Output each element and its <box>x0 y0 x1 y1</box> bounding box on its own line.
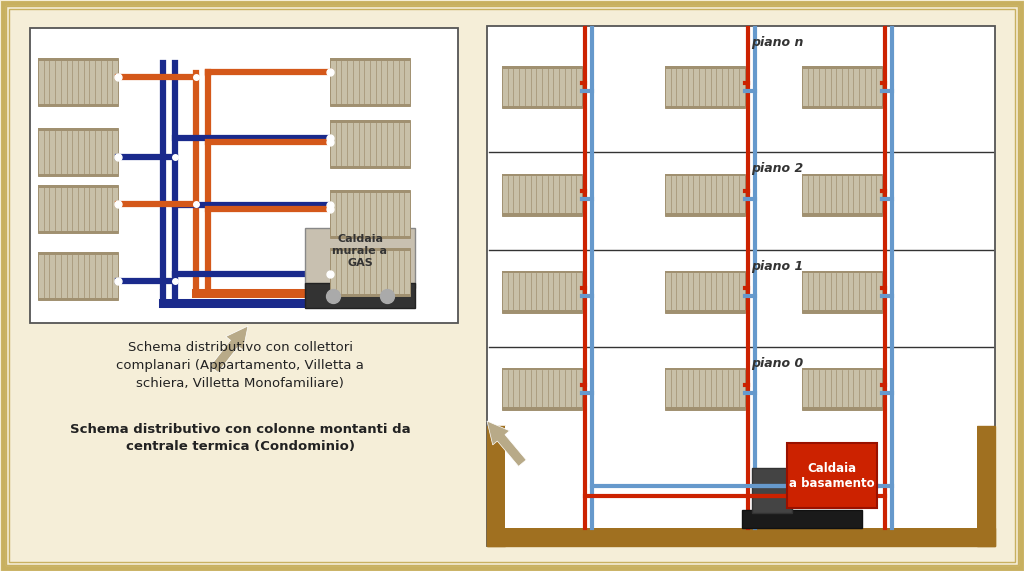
Bar <box>330 190 410 192</box>
Bar <box>802 271 882 313</box>
Bar <box>502 310 582 313</box>
Bar <box>665 271 744 274</box>
Bar <box>977 426 995 546</box>
Bar <box>330 103 410 106</box>
Bar <box>502 408 582 410</box>
Bar <box>38 185 118 233</box>
Bar <box>502 174 582 176</box>
Bar <box>305 228 415 288</box>
Bar <box>665 174 744 216</box>
Bar <box>330 293 410 296</box>
Bar <box>665 408 744 410</box>
Bar <box>330 120 410 123</box>
Bar <box>502 271 582 313</box>
Bar <box>742 510 862 528</box>
Text: piano 2: piano 2 <box>752 162 804 175</box>
Bar <box>802 66 882 69</box>
Bar <box>38 128 118 176</box>
Bar <box>38 58 118 106</box>
Bar <box>665 213 744 216</box>
Bar <box>802 213 882 216</box>
Bar <box>38 185 118 187</box>
Text: Caldaia
a basamento: Caldaia a basamento <box>790 462 874 490</box>
Bar <box>330 120 410 168</box>
Polygon shape <box>487 421 526 467</box>
Text: Schema distributivo con colonne montanti da
centrale termica (Condominio): Schema distributivo con colonne montanti… <box>70 423 411 453</box>
Bar <box>802 310 882 313</box>
Bar <box>502 106 582 108</box>
Bar <box>802 368 882 410</box>
Bar <box>30 28 458 323</box>
Bar <box>665 174 744 176</box>
Bar <box>502 368 582 410</box>
Bar <box>487 446 995 546</box>
Bar <box>502 66 582 108</box>
Bar <box>502 66 582 69</box>
Bar <box>665 368 744 371</box>
Bar <box>38 174 118 176</box>
Text: piano 1: piano 1 <box>752 260 804 272</box>
Text: Schema distributivo con collettori
complanari (Appartamento, Villetta a
schiera,: Schema distributivo con collettori compl… <box>116 341 364 390</box>
Text: piano n: piano n <box>752 36 804 49</box>
Bar <box>502 213 582 216</box>
Bar <box>330 58 410 106</box>
Bar <box>802 106 882 108</box>
Bar <box>38 128 118 131</box>
Bar <box>802 174 882 216</box>
Bar <box>802 271 882 274</box>
Bar <box>38 297 118 300</box>
Bar <box>665 310 744 313</box>
Text: Caldaia
murale a
GAS: Caldaia murale a GAS <box>333 235 387 268</box>
Bar <box>330 190 410 238</box>
Bar <box>38 231 118 233</box>
Bar <box>665 368 744 410</box>
Bar <box>802 368 882 371</box>
Bar <box>752 468 792 513</box>
Bar <box>665 66 744 108</box>
Bar <box>665 271 744 313</box>
Bar <box>487 426 505 546</box>
Bar <box>38 58 118 61</box>
Bar <box>502 368 582 371</box>
Bar <box>305 283 415 308</box>
Bar <box>487 528 995 546</box>
Bar <box>330 248 410 251</box>
Bar <box>38 252 118 300</box>
Bar <box>330 248 410 296</box>
Bar <box>665 106 744 108</box>
Bar <box>505 426 977 528</box>
Text: piano 0: piano 0 <box>752 357 804 370</box>
Bar <box>802 174 882 176</box>
Bar <box>330 58 410 61</box>
Bar <box>38 103 118 106</box>
Bar <box>487 26 995 546</box>
Bar <box>330 166 410 168</box>
Bar <box>38 252 118 255</box>
Bar <box>330 235 410 238</box>
Bar <box>802 408 882 410</box>
Bar <box>787 443 877 508</box>
Bar <box>502 174 582 216</box>
Bar <box>802 66 882 108</box>
Bar <box>665 66 744 69</box>
Bar <box>502 271 582 274</box>
Polygon shape <box>210 326 248 372</box>
